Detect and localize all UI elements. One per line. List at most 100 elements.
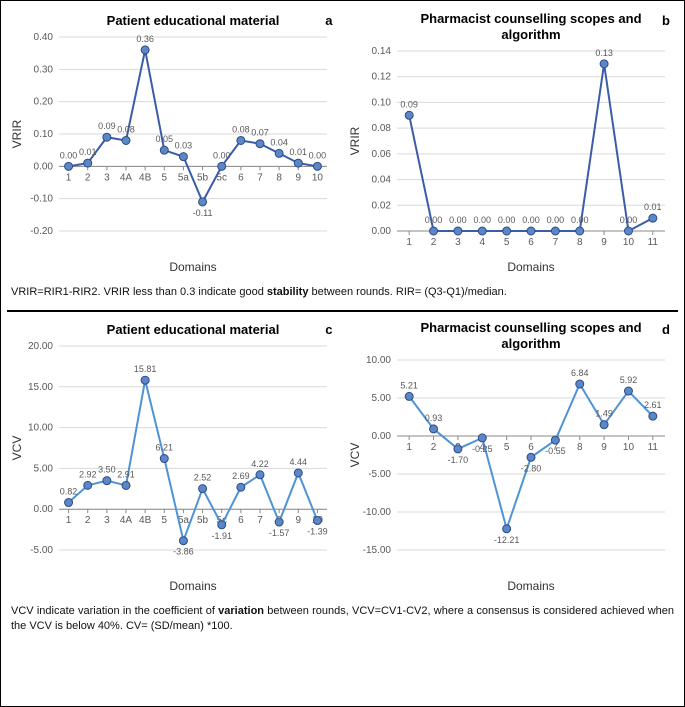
x-tick-label: 4B xyxy=(139,172,152,183)
data-marker xyxy=(551,436,559,444)
data-marker xyxy=(624,387,632,395)
data-label: 6.21 xyxy=(156,442,174,452)
figure-page: a Patient educational material-0.20-0.10… xyxy=(0,0,685,707)
x-tick-label: 11 xyxy=(647,442,658,453)
data-label: 0.07 xyxy=(251,128,269,138)
y-tick-label: 5.00 xyxy=(34,463,54,474)
data-label: 0.00 xyxy=(497,215,515,225)
chart-title: Pharmacist counselling scopes and xyxy=(420,320,641,335)
y-tick-label: 0.14 xyxy=(371,46,391,57)
data-marker xyxy=(103,476,111,484)
chart-title: Pharmacist counselling scopes and xyxy=(420,11,641,26)
chart-a: Patient educational material-0.20-0.100.… xyxy=(7,9,341,279)
panel-label-c: c xyxy=(325,322,332,337)
y-axis-label: VRIR xyxy=(348,126,362,155)
data-marker xyxy=(429,425,437,433)
data-label: 0.01 xyxy=(644,202,662,212)
data-label: 5.92 xyxy=(619,375,637,385)
chart-title: Patient educational material xyxy=(107,13,280,28)
x-tick-label: 10 xyxy=(312,172,324,183)
data-marker xyxy=(275,149,283,157)
data-label: -2.80 xyxy=(520,463,541,473)
x-tick-label: 7 xyxy=(552,237,558,248)
x-tick-label: 4 xyxy=(479,237,485,248)
data-label: 0.00 xyxy=(619,215,637,225)
y-tick-label: -5.00 xyxy=(30,545,53,556)
data-marker xyxy=(179,153,187,161)
data-marker xyxy=(160,146,168,154)
data-marker xyxy=(575,227,583,235)
x-tick-label: 1 xyxy=(66,515,72,526)
y-tick-label: 0.04 xyxy=(371,175,391,186)
data-marker xyxy=(600,60,608,68)
panel-a: a Patient educational material-0.20-0.10… xyxy=(7,9,341,279)
bottom-row: c Patient educational material -5.00 0.00 5… xyxy=(7,318,678,598)
data-marker xyxy=(218,162,226,170)
data-label: 0.13 xyxy=(595,48,613,58)
chart-svg-a: Patient educational material-0.20-0.100.… xyxy=(7,9,337,279)
y-tick-label: 0.00 xyxy=(34,504,54,515)
chart-svg-b: Pharmacist counselling scopes andalgorit… xyxy=(345,9,675,279)
y-axis-label: VCV xyxy=(348,443,362,468)
data-label: 0.01 xyxy=(79,147,97,157)
x-tick-label: 9 xyxy=(601,237,607,248)
panel-label-d: d xyxy=(662,322,670,337)
y-tick-label: 0.00 xyxy=(371,226,391,237)
x-tick-label: 3 xyxy=(104,172,110,183)
data-label: 0.00 xyxy=(60,150,78,160)
y-tick-label: -5.00 xyxy=(368,469,391,480)
data-label: 0.08 xyxy=(117,124,135,134)
data-label: 4.44 xyxy=(290,457,308,467)
x-tick-label: 4A xyxy=(120,172,133,183)
x-tick-label: 2 xyxy=(430,442,436,453)
data-label: 3.50 xyxy=(98,464,116,474)
x-tick-label: 6 xyxy=(528,442,534,453)
y-tick-label: 0.30 xyxy=(34,64,54,75)
data-marker xyxy=(429,227,437,235)
data-label: 0.00 xyxy=(424,215,442,225)
data-marker xyxy=(600,421,608,429)
x-tick-label: 8 xyxy=(576,442,582,453)
y-axis-label: VCV xyxy=(10,436,24,461)
data-label: 0.00 xyxy=(473,215,491,225)
y-tick-label: -0.20 xyxy=(30,226,53,237)
y-tick-label: 15.00 xyxy=(28,382,53,393)
chart-d: Pharmacist counselling scopes andalgorit… xyxy=(345,318,679,598)
x-tick-label: 5 xyxy=(503,237,509,248)
data-label: 0.03 xyxy=(175,141,193,151)
data-marker xyxy=(405,392,413,400)
x-axis-label: Domains xyxy=(169,579,216,593)
data-label: 0.93 xyxy=(424,413,442,423)
data-label: 2.92 xyxy=(79,469,97,479)
x-tick-label: 2 xyxy=(85,515,91,526)
x-axis-label: Domains xyxy=(507,579,554,593)
data-marker xyxy=(527,453,535,461)
data-marker xyxy=(84,159,92,167)
x-tick-label: 5b xyxy=(197,172,209,183)
x-tick-label: 11 xyxy=(647,237,658,248)
x-tick-label: 1 xyxy=(66,172,72,183)
y-tick-label: 10.00 xyxy=(28,422,53,433)
data-marker xyxy=(275,518,283,526)
data-marker xyxy=(453,445,461,453)
data-label: 5.21 xyxy=(400,380,418,390)
series-line xyxy=(409,64,653,231)
data-label: -1.91 xyxy=(211,531,232,541)
data-marker xyxy=(294,159,302,167)
x-tick-label: 6 xyxy=(238,515,244,526)
data-label: 4.22 xyxy=(251,459,269,469)
panel-label-a: a xyxy=(325,13,332,28)
caption-top: VRIR=RIR1-RIR2. VRIR less than 0.3 indic… xyxy=(7,283,678,306)
chart-title-line2: algorithm xyxy=(501,336,560,351)
data-marker xyxy=(478,227,486,235)
chart-title-line2: algorithm xyxy=(501,27,560,42)
y-tick-label: 0.06 xyxy=(371,149,391,160)
chart-title: Patient educational material xyxy=(107,322,280,337)
x-axis-label: Domains xyxy=(507,260,554,274)
data-marker xyxy=(313,162,321,170)
x-tick-label: 1 xyxy=(406,237,412,248)
data-marker xyxy=(256,471,264,479)
data-label: -12.21 xyxy=(493,535,519,545)
data-marker xyxy=(218,521,226,529)
data-marker xyxy=(624,227,632,235)
